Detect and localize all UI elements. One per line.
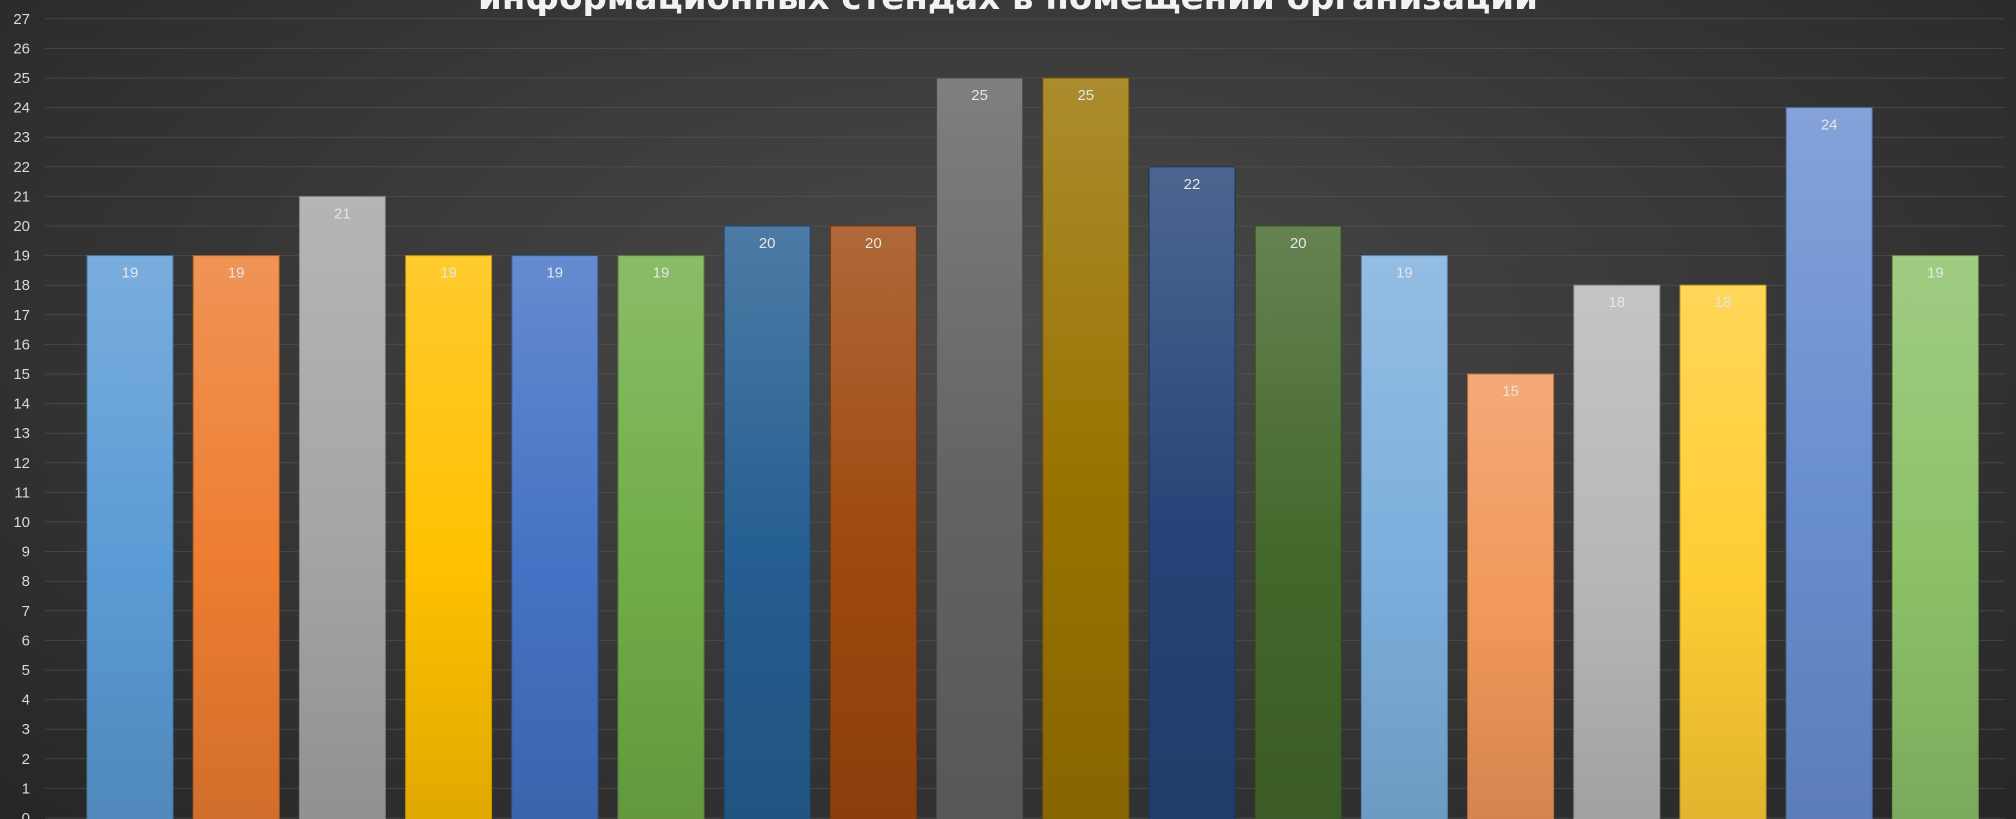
- data-label-9: 25: [971, 87, 988, 104]
- y-tick-label: 22: [13, 159, 30, 176]
- data-label-18: 19: [1927, 265, 1944, 282]
- bar-11: [1148, 166, 1236, 819]
- data-label-11: 22: [1184, 176, 1201, 193]
- data-label-3: 21: [334, 205, 351, 222]
- bar-6: [617, 255, 705, 819]
- bar-13: [1360, 255, 1448, 819]
- bar-17: [1785, 107, 1873, 819]
- y-axis-ticks: 0123456789101112131415161718192021222324…: [13, 11, 30, 819]
- y-tick-label: 18: [13, 277, 30, 294]
- bar-4: [405, 255, 493, 819]
- y-tick-label: 24: [13, 100, 30, 117]
- data-label-14: 15: [1502, 383, 1519, 400]
- y-tick-label: 14: [13, 396, 30, 413]
- bar-18: [1891, 255, 1979, 819]
- y-tick-label: 21: [13, 188, 30, 205]
- y-tick-label: 11: [14, 484, 30, 501]
- y-tick-label: 6: [22, 632, 30, 649]
- bar-14: [1467, 373, 1555, 819]
- data-labels: 19 19 21 19 19 19 20 20 25 25 22 20 19 15 18 18 24 19: [122, 87, 1944, 400]
- data-label-5: 19: [546, 265, 563, 282]
- y-tick-label: 23: [13, 129, 30, 146]
- bar-9: [936, 77, 1024, 819]
- bar-2: [192, 255, 280, 819]
- y-tick-label: 27: [13, 11, 30, 28]
- bar-1: [86, 255, 174, 819]
- data-label-15: 18: [1608, 294, 1625, 311]
- data-label-2: 19: [228, 265, 245, 282]
- y-tick-label: 19: [13, 248, 30, 265]
- bars: [86, 77, 1979, 819]
- y-tick-label: 16: [13, 336, 30, 353]
- data-label-8: 20: [865, 235, 882, 252]
- y-tick-label: 17: [13, 307, 30, 324]
- data-label-12: 20: [1290, 235, 1307, 252]
- bar-7: [723, 225, 811, 819]
- bar-5: [511, 255, 599, 819]
- y-tick-label: 9: [22, 544, 30, 561]
- chart-title: информационных стендах в помещении орган…: [0, 0, 2016, 18]
- data-label-7: 20: [759, 235, 776, 252]
- y-tick-label: 8: [22, 573, 30, 590]
- y-tick-label: 26: [13, 40, 30, 57]
- bar-15: [1573, 284, 1661, 819]
- data-label-6: 19: [653, 265, 670, 282]
- data-label-17: 24: [1821, 117, 1838, 134]
- y-tick-label: 0: [22, 810, 30, 819]
- y-tick-label: 12: [13, 455, 30, 472]
- y-tick-label: 25: [13, 70, 30, 87]
- y-tick-label: 1: [22, 780, 30, 797]
- y-tick-label: 15: [13, 366, 30, 383]
- data-label-16: 18: [1715, 294, 1732, 311]
- data-label-13: 19: [1396, 265, 1413, 282]
- y-tick-label: 13: [13, 425, 30, 442]
- bar-12: [1254, 225, 1342, 819]
- data-label-10: 25: [1077, 87, 1094, 104]
- y-tick-label: 20: [13, 218, 30, 235]
- data-label-4: 19: [440, 265, 457, 282]
- bar-8: [829, 225, 917, 819]
- data-label-1: 19: [122, 265, 139, 282]
- y-tick-label: 3: [22, 721, 30, 738]
- bar-3: [298, 195, 386, 819]
- y-tick-label: 10: [13, 514, 30, 531]
- y-tick-label: 2: [22, 751, 30, 768]
- y-tick-label: 7: [22, 603, 30, 620]
- y-tick-label: 5: [22, 662, 30, 679]
- bar-16: [1679, 284, 1767, 819]
- y-tick-label: 4: [22, 692, 30, 709]
- bar-10: [1042, 77, 1130, 819]
